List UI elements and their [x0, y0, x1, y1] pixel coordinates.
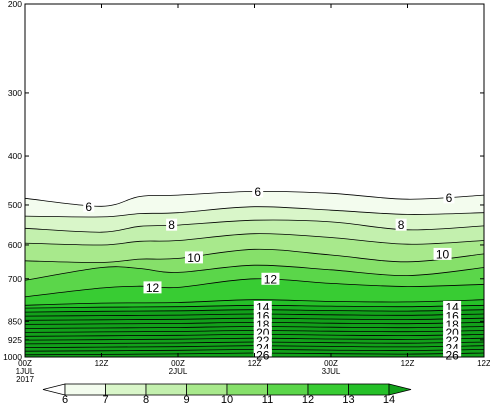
x-tick-date: 3JUL	[322, 367, 341, 376]
contour-label: 6	[254, 185, 261, 199]
x-tick-year: 2017	[16, 375, 34, 384]
contour-label: 6	[446, 191, 453, 205]
x-tick-label: 00Z	[324, 359, 338, 368]
colorbar-segment	[64, 383, 106, 396]
contour-fills	[25, 4, 484, 357]
y-axis: 200 300 400 500 600 700 850 925 1000	[3, 0, 484, 362]
y-tick-label: 400	[8, 151, 22, 161]
contour-label-bg	[252, 185, 264, 198]
contour-label-bg	[184, 251, 203, 264]
contour-label-bg	[261, 272, 280, 285]
x-tick-label: 12Z	[248, 359, 262, 368]
colorbar-segment	[105, 383, 147, 396]
colorbar: 6 7 8 9 10 11 12 13 14	[42, 383, 412, 405]
y-tick-label: 925	[8, 335, 22, 345]
x-tick-date: 1JUL	[16, 367, 35, 376]
contour-label-bg	[253, 348, 272, 361]
y-tick-label: 700	[8, 274, 22, 284]
contour-label: 12	[146, 281, 160, 295]
x-tick-label: 00Z	[171, 359, 185, 368]
contour-label-bg	[443, 348, 462, 361]
contour-label: 8	[168, 218, 175, 232]
y-tick-label: 850	[8, 316, 22, 326]
contour-label-bg	[143, 281, 162, 294]
contour-label: 26	[256, 348, 270, 362]
contour-line-9	[24, 233, 485, 246]
x-tick-label-end: 12Z	[477, 359, 490, 368]
contour-label: 12	[264, 272, 278, 286]
y-tick-label: 1000	[3, 352, 22, 362]
contour-label-bg	[443, 191, 455, 204]
contour-labels: 66 68 810 101212141618202224261416182022242…	[83, 185, 462, 362]
colorbar-label: 11	[262, 394, 273, 405]
contour-label-bg	[166, 218, 178, 231]
x-tick-label: 12Z	[95, 359, 109, 368]
y-tick-label: 200	[8, 0, 22, 9]
colorbar-label: 10	[221, 394, 233, 405]
contour-line-6	[24, 190, 485, 207]
contour-label: 6	[85, 200, 92, 214]
y-tick-label: 300	[8, 88, 22, 98]
y-tick-label: 500	[8, 200, 22, 210]
contour-label-bg	[433, 247, 452, 260]
colorbar-label: 12	[302, 394, 314, 405]
colorbar-label: 6	[62, 394, 68, 405]
contour-line-12	[24, 278, 485, 298]
contour-label: 26	[445, 348, 459, 362]
contour-label: 10	[187, 251, 201, 265]
colorbar-label: 14	[383, 394, 395, 405]
colorbar-label: 7	[102, 394, 108, 405]
x-tick-label: 00Z	[18, 359, 32, 368]
contour-line-10	[24, 248, 485, 263]
contour-label-bg	[395, 218, 407, 231]
y-tick-label: 600	[8, 240, 22, 250]
contour-line-13	[24, 299, 485, 306]
colorbar-label: 8	[143, 394, 149, 405]
x-tick-label: 12Z	[401, 359, 415, 368]
contour-label-bg	[83, 200, 95, 213]
colorbar-over-arrow	[388, 383, 412, 396]
x-tick-date: 2JUL	[169, 367, 188, 376]
colorbar-segment	[145, 383, 187, 396]
colorbar-label: 13	[342, 394, 354, 405]
contour-label: 10	[436, 247, 450, 261]
contour-line-7	[24, 206, 485, 218]
contour-line-11	[24, 264, 485, 281]
contour-label: 8	[398, 218, 405, 232]
colorbar-label: 9	[183, 394, 189, 405]
